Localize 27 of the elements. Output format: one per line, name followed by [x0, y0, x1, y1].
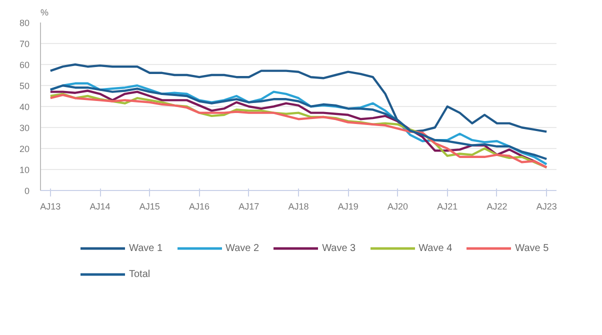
- x-tick-label: AJ16: [189, 202, 210, 212]
- x-tick-label: AJ20: [387, 202, 408, 212]
- legend-label: Wave 4: [418, 242, 452, 254]
- legend-label: Wave 2: [226, 242, 260, 254]
- legend-label: Wave 3: [322, 242, 356, 254]
- y-tick-label: 80: [19, 18, 30, 28]
- x-tick-label: AJ18: [288, 202, 309, 212]
- x-tick-label: AJ14: [90, 202, 110, 212]
- x-tick-label: AJ15: [139, 202, 160, 212]
- y-tick-label: 70: [19, 39, 30, 49]
- y-tick-label: 40: [19, 102, 30, 112]
- y-tick-label: 10: [19, 165, 30, 175]
- x-tick-label: AJ17: [238, 202, 260, 212]
- y-tick-label: 60: [19, 60, 30, 70]
- y-axis-title: %: [40, 8, 49, 18]
- y-tick-label: 20: [19, 144, 30, 154]
- legend-label: Wave 5: [515, 242, 549, 254]
- x-tick-label: AJ21: [437, 202, 458, 212]
- y-tick-label: 30: [19, 123, 30, 133]
- x-tick-label: AJ22: [486, 202, 508, 212]
- x-tick-label: AJ23: [536, 202, 557, 212]
- legend-label: Total: [129, 268, 150, 280]
- x-tick-label: AJ13: [40, 202, 61, 212]
- y-tick-label: 50: [19, 81, 30, 91]
- x-tick-label: AJ19: [338, 202, 358, 212]
- legend-label: Wave 1: [129, 242, 163, 254]
- y-tick-label: 0: [24, 186, 30, 196]
